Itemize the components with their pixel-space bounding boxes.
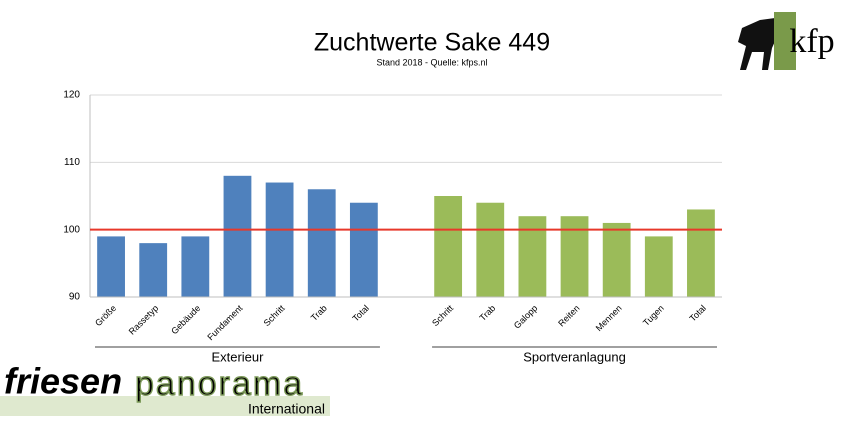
- bar: [265, 182, 294, 297]
- bar: [560, 216, 589, 297]
- chart-subtitle: Stand 2018 - Quelle: kfps.nl: [376, 57, 487, 67]
- bar: [687, 209, 715, 297]
- bar: [97, 236, 125, 297]
- bar: [518, 216, 547, 297]
- group-label: Sportveranlagung: [523, 349, 626, 364]
- bar: [307, 189, 336, 297]
- y-tick-label: 110: [64, 157, 80, 168]
- bar: [602, 222, 631, 297]
- bar: [139, 243, 168, 297]
- logo-tagline: International: [248, 401, 325, 417]
- horse-icon: [738, 18, 780, 70]
- group-label: Exterieur: [211, 349, 264, 364]
- logo-brand: friesen: [4, 361, 122, 402]
- bar: [349, 202, 378, 297]
- bar: [644, 236, 673, 297]
- logo-block: [774, 12, 796, 70]
- friesen-logo: friesen panorama International: [0, 361, 330, 417]
- logo-brand2: panorama: [135, 365, 304, 403]
- bar: [181, 236, 210, 297]
- logo-band: [0, 396, 330, 416]
- y-tick-label: 100: [63, 224, 80, 235]
- bar: [223, 175, 252, 297]
- y-tick-label: 120: [63, 90, 80, 101]
- kfp-logo: kfp: [738, 12, 835, 70]
- chart-title: Zuchtwerte Sake 449: [314, 29, 550, 57]
- logo-mark: kfp: [789, 23, 834, 60]
- bar: [434, 196, 463, 297]
- bar: [476, 202, 505, 297]
- y-tick-label: 90: [69, 292, 81, 303]
